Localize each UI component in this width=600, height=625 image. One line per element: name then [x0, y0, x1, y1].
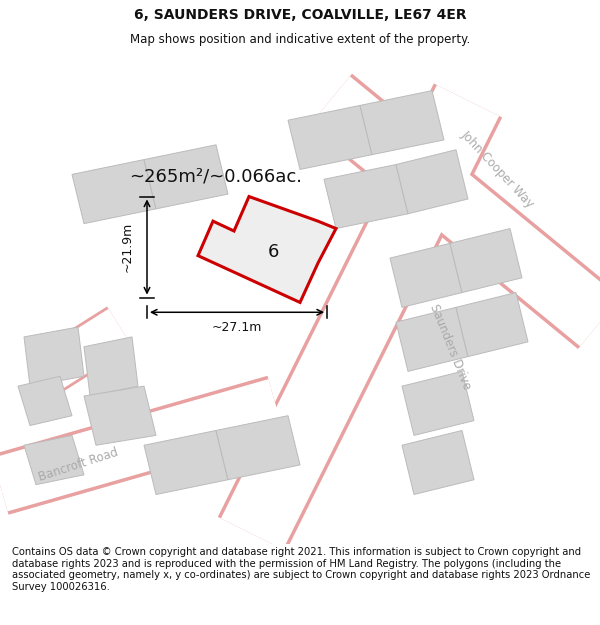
- Polygon shape: [450, 229, 522, 292]
- Polygon shape: [396, 150, 468, 214]
- Polygon shape: [456, 292, 528, 357]
- Text: Contains OS data © Crown copyright and database right 2021. This information is : Contains OS data © Crown copyright and d…: [12, 547, 590, 592]
- Polygon shape: [84, 386, 156, 445]
- Text: John Cooper Way: John Cooper Way: [459, 128, 537, 211]
- Polygon shape: [84, 337, 138, 396]
- Polygon shape: [402, 431, 474, 494]
- Text: ~265m²/~0.066ac.: ~265m²/~0.066ac.: [129, 168, 302, 186]
- Polygon shape: [144, 431, 228, 494]
- Polygon shape: [288, 106, 372, 169]
- Polygon shape: [24, 436, 84, 484]
- Polygon shape: [360, 91, 444, 154]
- Polygon shape: [216, 416, 300, 480]
- Polygon shape: [198, 196, 336, 302]
- Text: Saunders Drive: Saunders Drive: [427, 302, 473, 391]
- Polygon shape: [396, 308, 468, 371]
- Text: 6: 6: [268, 243, 278, 261]
- Text: ~27.1m: ~27.1m: [212, 321, 262, 334]
- Polygon shape: [144, 145, 228, 209]
- Polygon shape: [324, 164, 408, 229]
- Text: Bancroft Road: Bancroft Road: [37, 446, 119, 484]
- Text: 6, SAUNDERS DRIVE, COALVILLE, LE67 4ER: 6, SAUNDERS DRIVE, COALVILLE, LE67 4ER: [134, 8, 466, 22]
- Text: ~21.9m: ~21.9m: [121, 222, 134, 272]
- Polygon shape: [390, 243, 462, 308]
- Polygon shape: [24, 327, 84, 386]
- Polygon shape: [402, 371, 474, 436]
- Polygon shape: [72, 159, 156, 224]
- Text: Map shows position and indicative extent of the property.: Map shows position and indicative extent…: [130, 34, 470, 46]
- Polygon shape: [18, 376, 72, 426]
